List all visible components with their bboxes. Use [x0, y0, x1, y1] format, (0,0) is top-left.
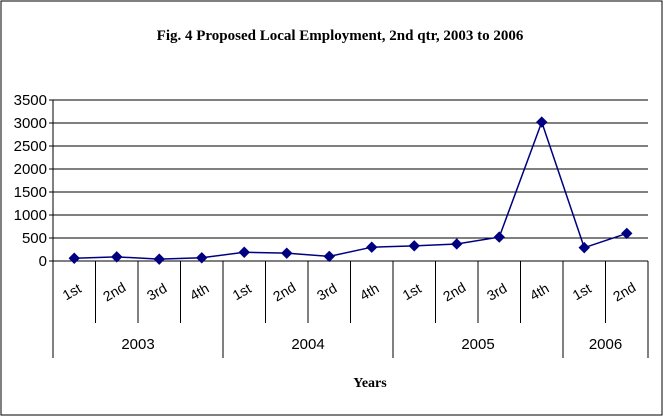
data-point	[621, 227, 633, 240]
data-point	[536, 116, 548, 128]
data-point	[281, 247, 293, 259]
data-point	[323, 250, 335, 263]
y-tick-label: 0	[39, 253, 47, 270]
x-group-label: 2003	[121, 336, 154, 353]
y-tick-label: 1000	[14, 207, 47, 224]
y-tick-label: 1500	[14, 184, 47, 201]
data-point	[578, 241, 590, 254]
data-point	[153, 253, 165, 265]
series-line	[74, 119, 627, 260]
chart-title: Fig. 4 Proposed Local Employment, 2nd qt…	[157, 28, 524, 44]
y-tick-label: 3500	[14, 92, 47, 109]
y-axis: 0 500 1000 1500 2000 2500 3000 3500	[14, 92, 54, 270]
y-tick-label: 2000	[14, 161, 47, 178]
data-point	[238, 246, 250, 258]
y-tick-label: 2500	[14, 138, 47, 155]
data-point	[493, 231, 505, 243]
x-group-label: 2006	[589, 336, 622, 353]
series-layer	[68, 116, 633, 265]
data-point	[408, 240, 420, 252]
y-tick-label: 3000	[14, 115, 47, 132]
y-tick-label: 500	[22, 230, 47, 247]
data-point	[68, 252, 80, 264]
x-group-label: 2005	[461, 336, 494, 353]
x-axis-label: Years	[353, 376, 387, 391]
data-point	[451, 238, 463, 250]
x-axis: 1st 2nd 3rd 4th 1st 2nd 3rd 4th 1st 2nd 3rd 4th 1st 2…	[52, 260, 649, 358]
data-point	[366, 241, 378, 253]
x-group-label: 2004	[291, 336, 324, 353]
data-point	[111, 251, 123, 263]
data-point	[196, 252, 208, 264]
